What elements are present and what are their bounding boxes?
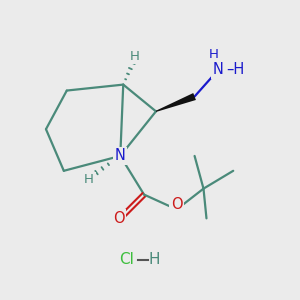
Text: H: H — [84, 173, 94, 186]
Text: H: H — [130, 50, 140, 63]
Text: N: N — [213, 62, 224, 77]
Polygon shape — [156, 93, 196, 112]
Text: O: O — [113, 211, 124, 226]
Text: H: H — [209, 48, 219, 61]
Text: O: O — [171, 197, 183, 212]
Text: Cl: Cl — [119, 253, 134, 268]
Text: N: N — [115, 148, 126, 164]
Text: –H: –H — [226, 62, 245, 77]
Text: H: H — [149, 253, 160, 268]
